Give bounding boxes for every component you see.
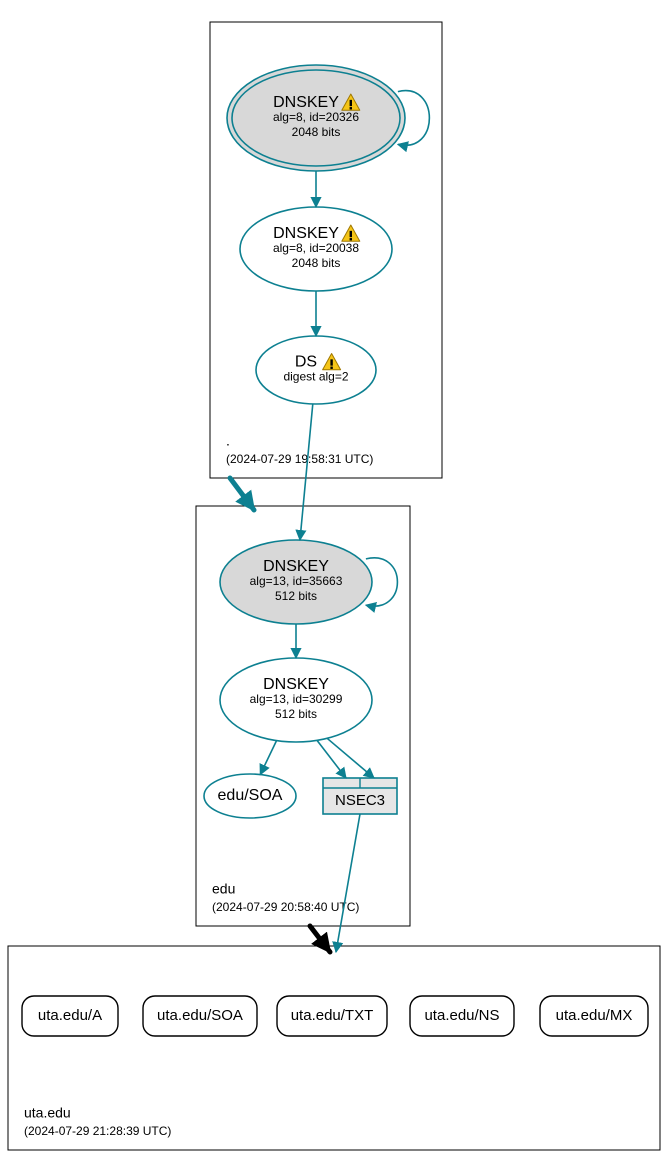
delegation-arrow-0 (230, 478, 254, 510)
edge-dnskey-edu-2-nsec3 (317, 740, 346, 778)
dnskey-edu-1-line-0: alg=13, id=35663 (250, 574, 343, 588)
zone-label-edu: edu (212, 881, 235, 897)
zone-timestamp-edu: (2024-07-29 20:58:40 UTC) (212, 900, 359, 914)
dnskey-root-1-title: DNSKEY (273, 94, 339, 111)
edge-dnskey-edu-2-nsec3 (327, 738, 374, 778)
ds-root: DSdigest alg=2 (256, 336, 376, 404)
edge-dnskey-edu-2-edu-soa (260, 741, 276, 775)
dnskey-edu-1: DNSKEYalg=13, id=35663512 bits (220, 540, 372, 624)
nsec3: NSEC3 (323, 778, 397, 814)
dnskey-edu-2-line-1: 512 bits (275, 707, 317, 721)
dnskey-root-2: DNSKEYalg=8, id=200382048 bits (240, 207, 392, 291)
dnskey-root-1: DNSKEYalg=8, id=203262048 bits (227, 65, 405, 171)
zone-label-uta: uta.edu (24, 1105, 71, 1121)
dnskey-edu-1-line-1: 512 bits (275, 589, 317, 603)
dnskey-edu-2-line-0: alg=13, id=30299 (250, 692, 343, 706)
ds-root-line-0: digest alg=2 (283, 370, 348, 384)
zone-box-uta (8, 946, 660, 1150)
ds-root-title: DS (295, 354, 317, 371)
rec-a-label: uta.edu/A (38, 1007, 102, 1024)
dnskey-root-2-title: DNSKEY (273, 225, 339, 242)
dnskey-root-2-line-0: alg=8, id=20038 (273, 241, 359, 255)
rec-txt-label: uta.edu/TXT (291, 1007, 374, 1024)
rec-soa-label: uta.edu/SOA (157, 1007, 243, 1024)
dnskey-edu-1-title: DNSKEY (263, 558, 329, 575)
dnskey-edu-2: DNSKEYalg=13, id=30299512 bits (220, 658, 372, 742)
edu-soa: edu/SOA (204, 774, 296, 818)
delegation-arrow-1 (310, 926, 330, 952)
zone-timestamp-uta: (2024-07-29 21:28:39 UTC) (24, 1124, 171, 1138)
edge-nsec3-down (336, 814, 360, 952)
dnskey-root-2-line-1: 2048 bits (292, 256, 341, 270)
dnskey-root-1-line-0: alg=8, id=20326 (273, 110, 359, 124)
rec-ns-label: uta.edu/NS (424, 1007, 499, 1024)
rec-mx-label: uta.edu/MX (556, 1007, 633, 1024)
dnskey-edu-2-title: DNSKEY (263, 676, 329, 693)
nsec3-label: NSEC3 (335, 792, 385, 809)
edu-soa-title: edu/SOA (218, 787, 283, 804)
zone-timestamp-root: (2024-07-29 19:58:31 UTC) (226, 452, 373, 466)
zone-label-root: . (226, 433, 230, 449)
edge-ds-root-dnskey-edu-1 (300, 404, 313, 540)
dnskey-root-1-line-1: 2048 bits (292, 125, 341, 139)
